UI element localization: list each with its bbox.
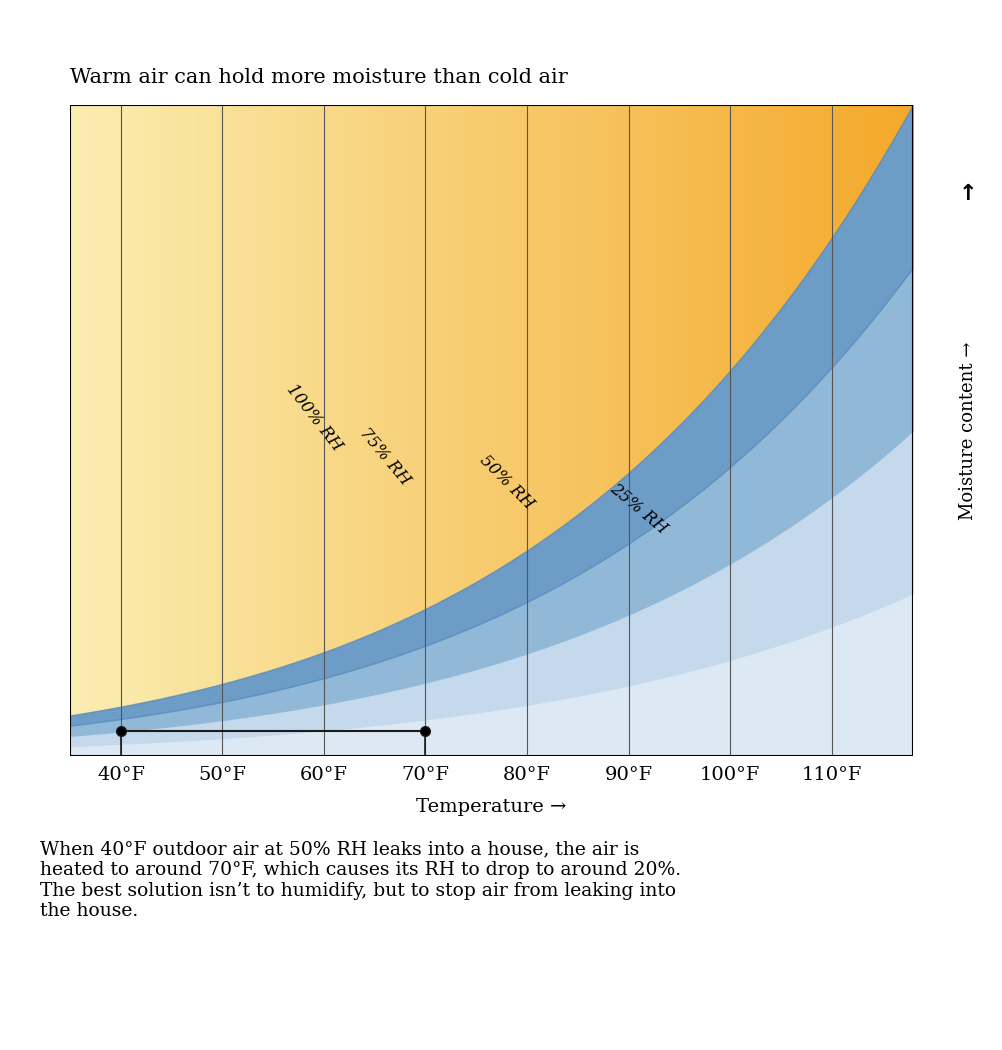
Text: 100% RH: 100% RH bbox=[283, 381, 345, 455]
Text: Moisture content →: Moisture content → bbox=[958, 341, 976, 520]
Text: ↑: ↑ bbox=[958, 184, 976, 205]
Text: 75% RH: 75% RH bbox=[356, 424, 413, 488]
X-axis label: Temperature →: Temperature → bbox=[416, 798, 566, 816]
Text: 25% RH: 25% RH bbox=[606, 480, 670, 538]
Text: When 40°F outdoor air at 50% RH leaks into a house, the air is
heated to around : When 40°F outdoor air at 50% RH leaks in… bbox=[40, 840, 680, 921]
Bar bbox=[70, 105, 912, 756]
Text: Warm air can hold more moisture than cold air: Warm air can hold more moisture than col… bbox=[70, 68, 567, 87]
Text: 50% RH: 50% RH bbox=[476, 453, 537, 513]
